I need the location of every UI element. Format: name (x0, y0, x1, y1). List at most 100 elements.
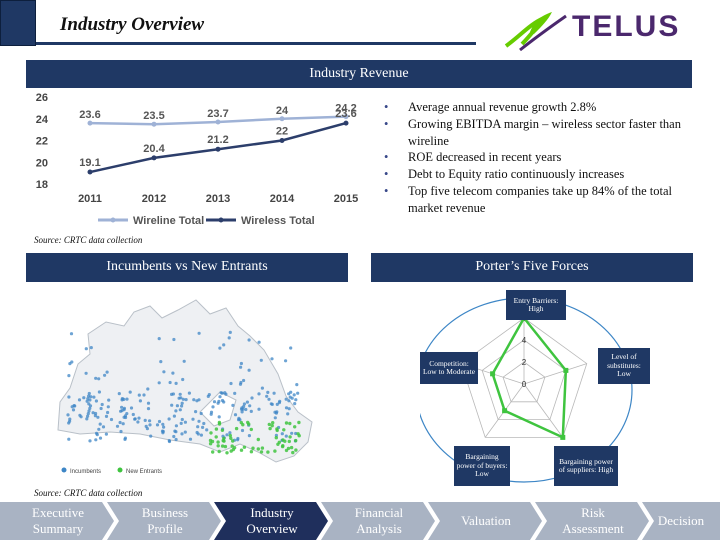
force-label-wrap: Bargaining power of buyers: Low (457, 453, 508, 479)
radar-tick-label: 0 (522, 380, 527, 389)
incumbent-dot (180, 401, 184, 405)
incumbent-dot (137, 416, 141, 420)
new-entrant-dot (228, 433, 232, 438)
incumbent-dot (181, 377, 185, 382)
nav-item-risk-assessment[interactable]: Risk Assessment (535, 502, 651, 540)
incumbent-dot (117, 392, 121, 396)
new-entrant-dot (208, 438, 213, 443)
nav-chevron-shape (428, 502, 542, 540)
incumbent-dot (143, 418, 147, 422)
nav-item-valuation[interactable]: Valuation (428, 502, 544, 540)
incumbent-dot (87, 391, 91, 396)
incumbent-dot (84, 347, 88, 351)
incumbent-dot (88, 439, 92, 443)
x-tick-label: 2012 (142, 193, 166, 205)
new-entrant-dot (282, 428, 286, 432)
nav-chevron-fill (107, 502, 221, 540)
x-tick-label: 2013 (206, 193, 230, 205)
data-label: 23.7 (207, 108, 228, 120)
coverage-dots (66, 330, 301, 455)
incumbent-dot (173, 429, 177, 433)
incumbent-dot (106, 410, 110, 415)
incumbent-dot (97, 427, 101, 431)
data-label: 23.6 (79, 109, 100, 121)
incumbent-dot (146, 401, 151, 405)
legend-label: Wireline Total (133, 215, 204, 227)
incumbent-dot (146, 407, 151, 411)
incumbent-dot (290, 396, 294, 400)
radar-point (502, 408, 508, 414)
revenue-bullet-item: Average annual revenue growth 2.8% (380, 99, 690, 116)
incumbent-dot (87, 409, 91, 413)
incumbent-dot (293, 402, 297, 406)
incumbent-dot (287, 399, 291, 403)
incumbent-dot (201, 425, 205, 429)
incumbent-dot (273, 410, 277, 414)
new-entrant-dot (259, 450, 264, 454)
incumbent-dot (120, 409, 124, 413)
incumbent-dot (250, 396, 254, 400)
incumbent-dot (267, 397, 271, 401)
incumbent-dot (94, 431, 99, 435)
new-entrant-dot (297, 434, 301, 438)
incumbent-dot (148, 419, 152, 423)
new-entrant-dot (281, 444, 285, 448)
incumbent-dot (98, 422, 102, 426)
incumbent-dot (172, 414, 176, 418)
incumbent-dot (162, 425, 166, 429)
nav-item-business-profile[interactable]: Business Profile (107, 502, 223, 540)
new-entrant-dot (293, 425, 297, 429)
map-legend-label: New Entrants (126, 469, 162, 475)
incumbent-dot (89, 395, 93, 399)
incumbent-dot (284, 406, 289, 410)
map-legend-swatch (61, 467, 67, 473)
incumbent-dot (178, 408, 182, 412)
force-label-wrap: Competition: Low to Moderate (423, 359, 475, 376)
y-tick-label: 22 (36, 136, 48, 148)
data-point (343, 120, 349, 126)
incumbent-dot (84, 371, 88, 375)
data-label: 24.2 (335, 103, 356, 115)
incumbent-dot (106, 405, 110, 409)
incumbent-dot (104, 432, 108, 436)
incumbent-dot (205, 428, 209, 432)
incumbent-dot (105, 370, 109, 374)
nav-item-financial-analysis[interactable]: Financial Analysis (321, 502, 437, 540)
incumbent-dot (161, 422, 165, 426)
new-entrant-dot (214, 435, 218, 439)
logo-text: TELUS (572, 10, 681, 43)
incumbent-dot (171, 392, 175, 396)
incumbent-dot (89, 346, 93, 350)
incumbent-dot (188, 437, 193, 441)
incumbent-dot (242, 378, 246, 383)
nav-item-industry-overview[interactable]: Industry Overview (214, 502, 330, 540)
incumbent-dot (229, 381, 233, 386)
radar-point (563, 367, 569, 373)
incumbent-dot (125, 397, 129, 401)
nav-item-decision[interactable]: Decision (642, 502, 720, 540)
new-entrant-dot (225, 451, 229, 455)
nav-chevron-shape (642, 502, 720, 540)
incumbent-dot (69, 332, 74, 336)
incumbent-dot (222, 343, 226, 347)
radar-point (560, 434, 566, 440)
slide-title: Industry Overview (60, 14, 205, 35)
incumbent-dot (94, 376, 98, 380)
new-entrant-dot (294, 438, 298, 443)
radar-spoke (523, 363, 587, 385)
new-entrant-dot (297, 420, 301, 425)
incumbent-dot (292, 393, 296, 397)
incumbent-dot (70, 360, 74, 364)
incumbent-dot (257, 407, 261, 411)
telus-leaf-icon (504, 12, 567, 52)
incumbent-dot (157, 337, 161, 341)
x-tick-label: 2015 (334, 193, 358, 205)
new-entrant-dot (268, 426, 272, 431)
new-entrant-dot (239, 448, 244, 452)
incumbent-dot (155, 423, 160, 427)
nav-item-executive-summary[interactable]: Executive Summary (0, 502, 116, 540)
incumbent-dot (96, 415, 100, 419)
nav-chevron-fill (535, 502, 649, 540)
incumbent-dot (174, 381, 178, 385)
incumbent-dot (239, 380, 243, 385)
